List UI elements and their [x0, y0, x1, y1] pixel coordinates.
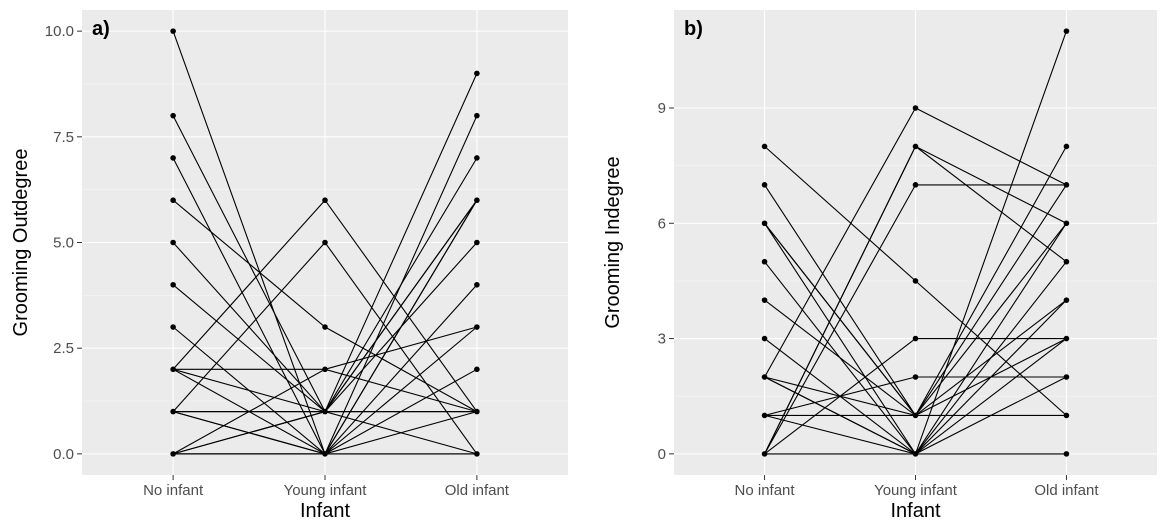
x-tick-label: Old infant [1034, 482, 1099, 499]
data-point [170, 324, 176, 330]
y-tick-label: 2.5 [53, 340, 74, 357]
data-point [912, 278, 919, 284]
data-point [474, 451, 480, 457]
data-point [170, 408, 176, 415]
data-point [1063, 374, 1070, 380]
data-point [1063, 143, 1070, 150]
data-point [761, 220, 768, 227]
data-point [322, 366, 328, 373]
y-tick-label: 5.0 [53, 235, 74, 252]
x-tick-label: Old infant [445, 482, 510, 499]
data-point [170, 451, 176, 457]
data-point [474, 281, 480, 288]
x-axis-title: Infant [890, 500, 940, 522]
panel-label: a) [92, 18, 110, 40]
y-tick-label: 0.0 [53, 446, 74, 463]
data-point [474, 155, 480, 161]
data-point [322, 324, 328, 330]
data-point [170, 28, 176, 34]
data-point [1063, 412, 1070, 419]
data-point [474, 408, 480, 415]
y-tick-label: 3 [658, 331, 666, 348]
data-point [1063, 451, 1070, 457]
data-point [912, 105, 919, 111]
data-point [474, 197, 480, 204]
data-point [170, 366, 176, 373]
data-point [912, 182, 919, 188]
data-point [322, 451, 328, 457]
data-point [761, 374, 768, 380]
y-axis-title: Grooming Indegree [602, 156, 624, 328]
data-point [912, 451, 919, 457]
data-point [474, 112, 480, 119]
data-point [170, 197, 176, 204]
y-axis-ticks: 0.0 2.5 5.0 7.5 10.0 [45, 23, 82, 463]
data-point [474, 324, 480, 330]
data-point [761, 182, 768, 188]
data-point [170, 239, 176, 246]
data-points [761, 28, 1070, 457]
x-axis-title: Infant [300, 500, 350, 522]
x-tick-label: No infant [735, 482, 796, 499]
data-point [1063, 297, 1070, 303]
data-point [1063, 335, 1070, 342]
data-point [322, 197, 328, 204]
data-point [1063, 258, 1070, 265]
data-point [170, 155, 176, 161]
x-tick-label: Young infant [284, 482, 368, 499]
data-point [322, 408, 328, 415]
y-tick-label: 9 [658, 100, 666, 117]
data-point [912, 335, 919, 342]
data-point [761, 451, 768, 457]
data-point [170, 281, 176, 288]
x-tick-label: No infant [143, 482, 204, 499]
y-tick-label: 0 [658, 446, 666, 463]
data-point [1063, 28, 1070, 34]
data-point [761, 143, 768, 150]
y-axis-title: Grooming Outdegree [10, 149, 32, 337]
data-point [761, 297, 768, 303]
x-axis-ticks: No infant Young infant Old infant [735, 475, 1099, 499]
panel-label: b) [684, 18, 703, 40]
data-point [761, 335, 768, 342]
data-point [474, 366, 480, 373]
data-point [322, 239, 328, 246]
data-point [474, 239, 480, 246]
x-axis-ticks: No infant Young infant Old infant [143, 475, 510, 499]
y-tick-label: 6 [658, 215, 666, 232]
y-tick-label: 10.0 [45, 23, 74, 40]
data-points [170, 28, 480, 457]
gridlines [674, 10, 1157, 475]
data-point [474, 70, 480, 77]
data-point [761, 412, 768, 419]
y-axis-ticks: 0 3 6 9 [658, 100, 674, 463]
data-point [761, 258, 768, 265]
x-tick-label: Young infant [874, 482, 958, 499]
data-point [1063, 182, 1070, 188]
data-point [912, 374, 919, 380]
y-tick-label: 7.5 [53, 129, 74, 146]
data-point [170, 112, 176, 119]
panel-a: 0.0 2.5 5.0 7.5 10.0 No infant Young infant Ol… [10, 10, 568, 522]
data-point [1063, 220, 1070, 227]
data-point [912, 412, 919, 419]
data-point [912, 143, 919, 150]
